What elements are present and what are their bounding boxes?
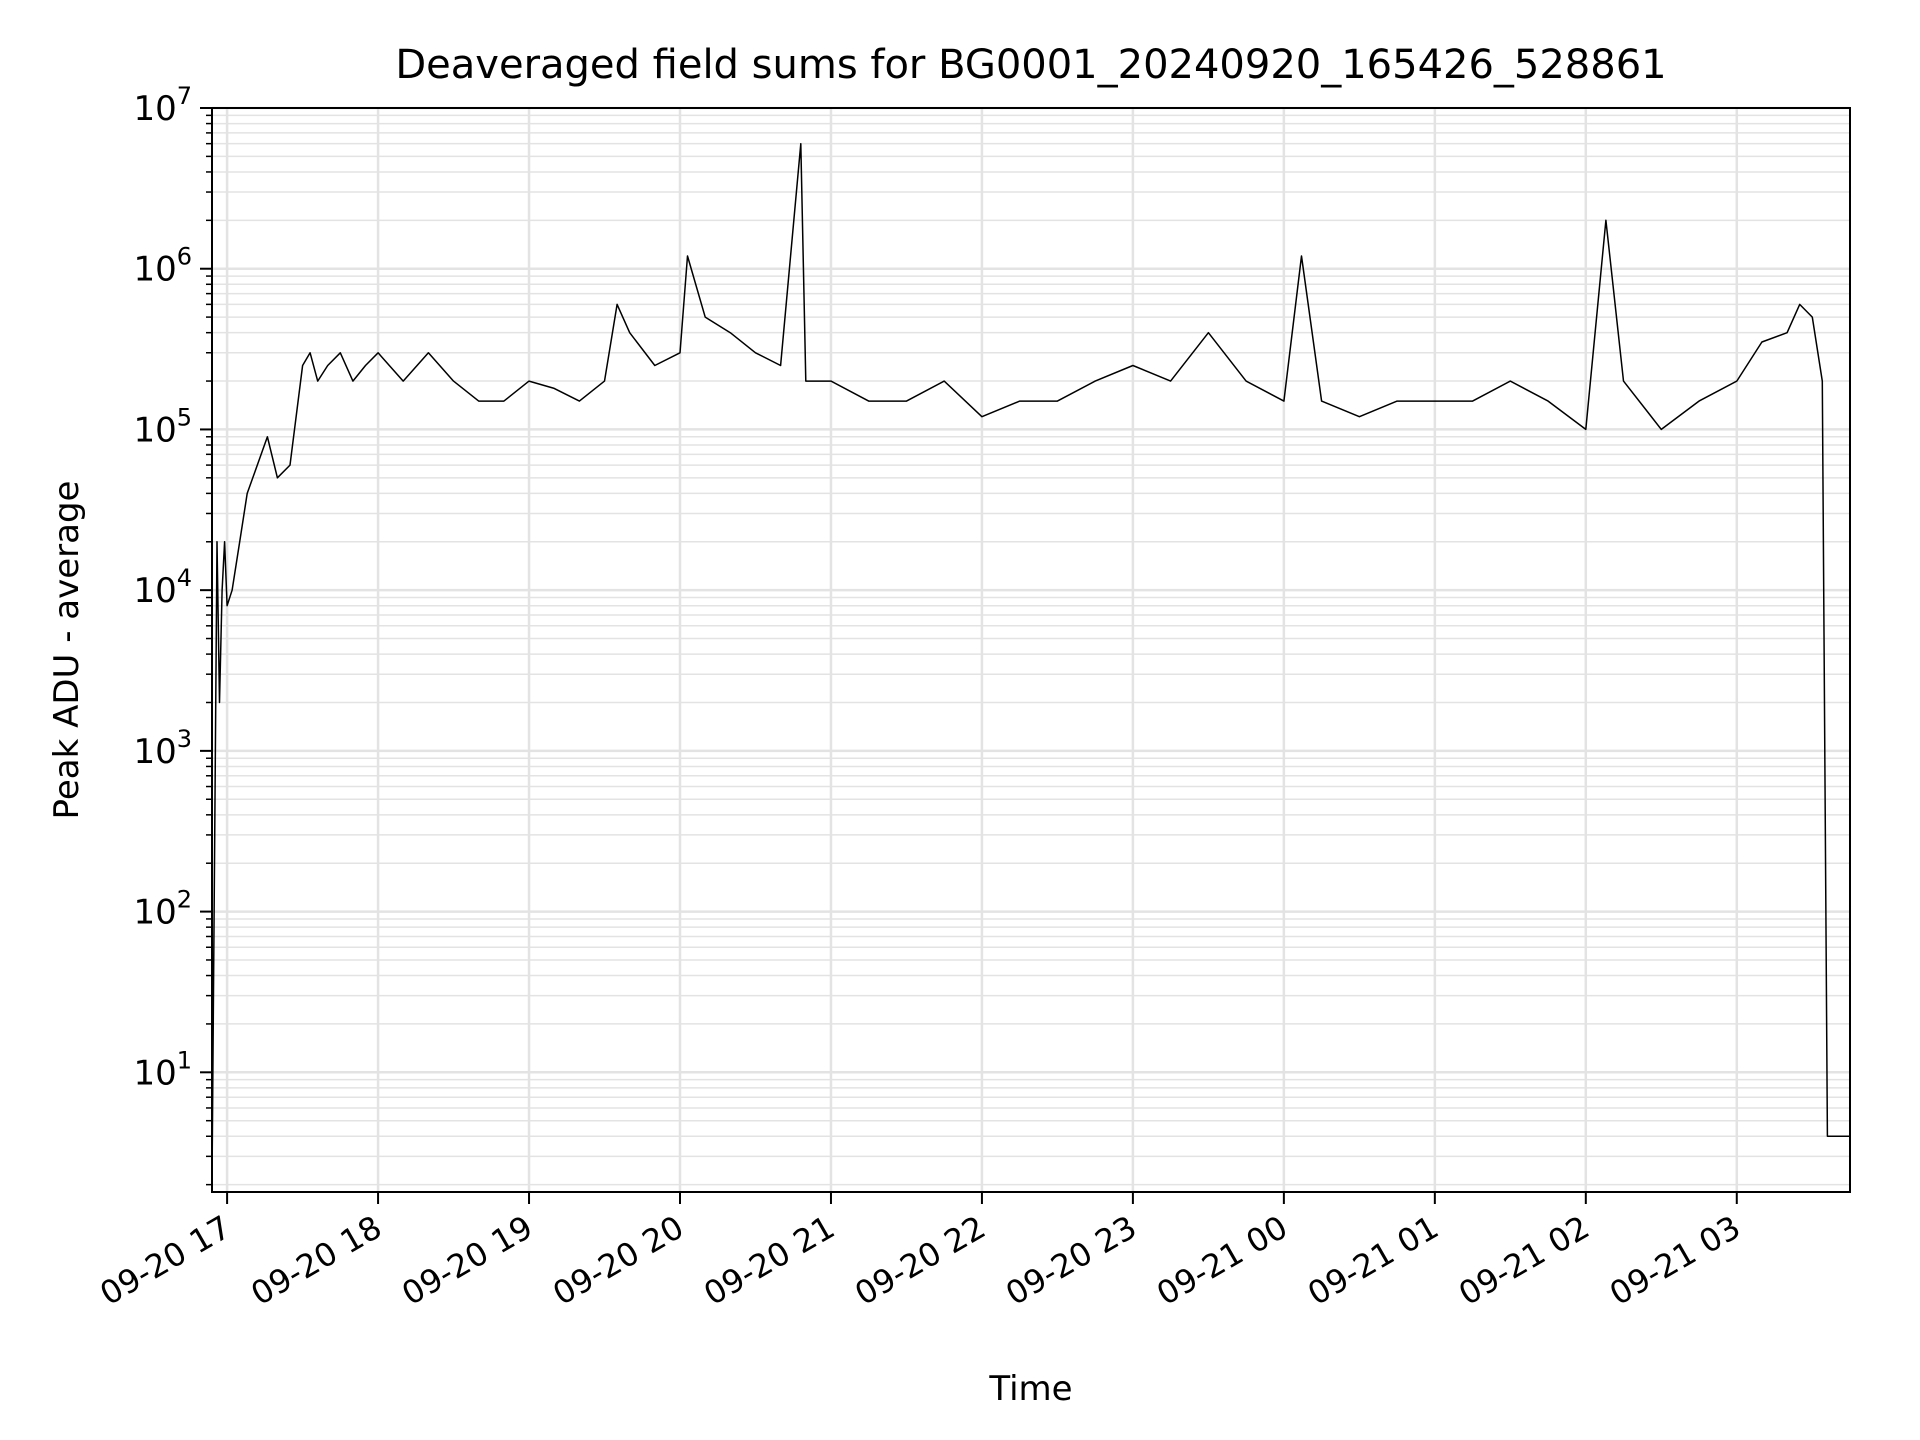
y-axis-label: Peak ADU - average	[47, 481, 87, 820]
y-tick-label: 105	[133, 403, 192, 450]
series-layer	[211, 142, 1850, 1185]
x-axis-label: Time	[988, 1369, 1072, 1409]
y-tick-label: 101	[133, 1046, 192, 1093]
chart-title: Deaveraged field sums for BG0001_2024092…	[395, 42, 1666, 88]
series-line-0	[211, 142, 1850, 1185]
y-axis: 101 102 103 104 105 106 107	[133, 82, 212, 1186]
y-tick-label: 104	[133, 564, 192, 611]
y-tick-label: 103	[133, 725, 192, 772]
y-tick-label: 102	[133, 886, 192, 933]
plot-frame	[211, 107, 1851, 1193]
y-tick-label: 106	[133, 243, 192, 290]
grid	[212, 106, 1850, 1192]
y-tick-label: 107	[133, 82, 192, 129]
